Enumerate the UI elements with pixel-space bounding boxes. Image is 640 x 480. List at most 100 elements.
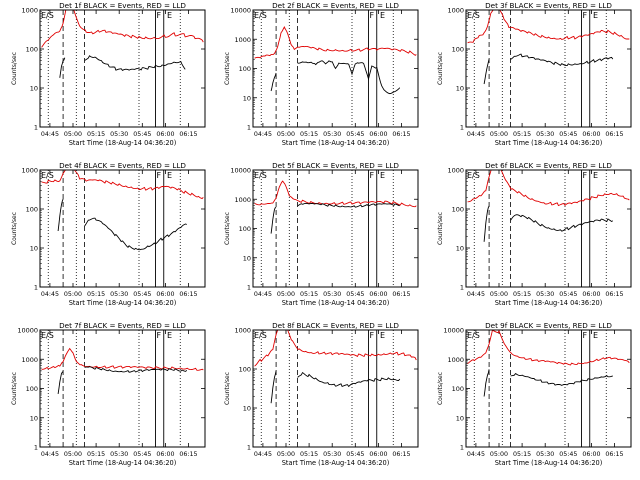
marker-label-f: F [370,331,375,340]
x-tick-label: 05:30 [323,451,341,458]
marker-label-es: E/S [254,11,267,20]
events-series-line [270,72,277,92]
events-series-line [483,205,490,242]
plot-frame [252,169,419,288]
y-tick-label: 100 [26,46,38,54]
y-tick-label: 10000 [443,327,464,335]
x-tick-label: 04:45 [254,131,272,138]
lld-series-line [41,170,204,200]
events-series-line [297,371,401,388]
x-tick-label: 06:00 [156,291,174,298]
x-tick-label: 05:45 [559,131,577,138]
x-tick-label: 05:30 [110,131,128,138]
panel-title: Det 8f BLACK = Events, RED = LLD [272,321,399,330]
x-axis-label: Start Time (18-Aug-14 04:36:20) [282,139,390,147]
x-tick-label: 05:00 [64,451,82,458]
x-axis-label: Start Time (18-Aug-14 04:36:20) [69,139,177,147]
x-tick-label: 05:15 [300,131,318,138]
y-tick-label: 1 [247,284,251,292]
panel-title: Det 4f BLACK = Events, RED = LLD [59,161,186,170]
y-tick-label: 10 [456,85,464,93]
lld-series-line [467,330,630,366]
plot-frame [465,329,632,448]
x-tick-label: 06:00 [582,291,600,298]
y-axis-label: Counts/sec [224,52,231,85]
x-tick-label: 04:45 [467,131,485,138]
x-tick-label: 06:15 [605,451,623,458]
plot-frame [252,9,419,128]
plot-frame [465,169,632,288]
x-tick-label: 06:00 [582,451,600,458]
x-tick-label: 04:45 [467,451,485,458]
marker-label-f: F [157,331,162,340]
lld-series-line [254,25,417,59]
x-tick-label: 06:00 [582,131,600,138]
y-tick-label: 10 [243,405,251,413]
series-group [41,10,204,78]
series-group [254,330,417,404]
x-tick-label: 06:00 [369,291,387,298]
y-tick-label: 10 [456,245,464,253]
marker-label-es: E/S [41,11,54,20]
y-tick-label: 100 [26,206,38,214]
y-tick-label: 1 [460,124,464,132]
x-tick-label: 06:15 [605,131,623,138]
x-tick-label: 05:45 [346,291,364,298]
y-tick-label: 10000 [230,7,251,15]
x-tick-label: 05:45 [346,131,364,138]
marker-label-e: E [593,11,598,20]
x-tick-label: 05:00 [490,451,508,458]
x-tick-label: 05:00 [490,291,508,298]
y-tick-label: 10 [243,254,251,262]
x-tick-label: 04:45 [254,451,272,458]
events-series-line [510,53,614,67]
events-series-line [483,58,490,85]
plot-frame [39,169,206,288]
marker-label-f: F [157,11,162,20]
x-axis-label: Start Time (18-Aug-14 04:36:20) [282,459,390,467]
y-tick-label: 10 [243,94,251,102]
detector-panel-6: Det 6f BLACK = Events, RED = LLD Counts/s… [437,161,632,307]
y-tick-label: 100 [452,46,464,54]
y-tick-label: 10000 [17,327,38,335]
y-tick-label: 1 [34,284,38,292]
marker-label-f: F [370,11,375,20]
events-series-line [270,370,277,404]
y-tick-label: 10 [30,245,38,253]
y-tick-label: 10 [30,414,38,422]
x-tick-label: 05:15 [300,291,318,298]
x-tick-label: 06:15 [179,291,197,298]
x-tick-label: 05:00 [64,131,82,138]
y-tick-label: 10 [456,414,464,422]
x-axis-label: Start Time (18-Aug-14 04:36:20) [495,459,603,467]
marker-label-e: E [380,11,385,20]
series-group [467,10,630,85]
x-tick-label: 05:30 [323,131,341,138]
x-tick-label: 05:30 [323,291,341,298]
x-tick-label: 05:00 [277,291,295,298]
x-tick-label: 06:15 [179,131,197,138]
x-tick-label: 05:45 [346,451,364,458]
x-tick-label: 05:15 [513,451,531,458]
x-axis-label: Start Time (18-Aug-14 04:36:20) [282,299,390,307]
marker-label-f: F [583,331,588,340]
lld-series-line [41,10,204,48]
y-tick-label: 1000 [234,36,251,44]
events-series-line [270,207,277,234]
detector-panel-3: Det 3f BLACK = Events, RED = LLD Counts/s… [437,1,632,147]
lld-series-line [467,170,630,207]
series-group [467,330,630,397]
marker-label-f: F [157,171,162,180]
panel-title: Det 5f BLACK = Events, RED = LLD [272,161,399,170]
y-tick-label: 100 [239,65,251,73]
marker-label-e: E [380,171,385,180]
x-tick-label: 06:00 [156,451,174,458]
y-tick-label: 1 [460,444,464,452]
events-series-line [510,373,613,386]
y-tick-label: 100 [452,385,464,393]
y-axis-label: Counts/sec [224,372,231,405]
plot-frame [39,329,206,448]
x-tick-label: 05:45 [559,291,577,298]
marker-label-es: E/S [467,11,480,20]
marker-label-es: E/S [254,171,267,180]
